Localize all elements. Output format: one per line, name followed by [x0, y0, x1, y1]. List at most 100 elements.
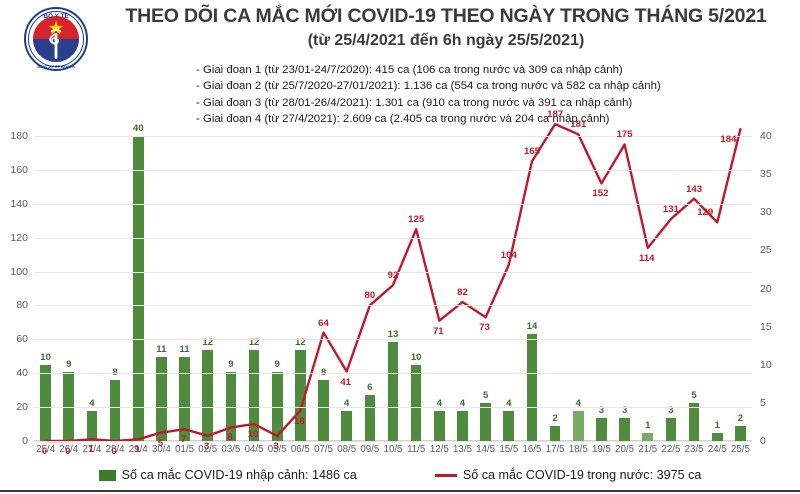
x-axis-label-28/4: 28/4 — [105, 444, 125, 455]
bar-value-10/5: 13 — [387, 328, 399, 340]
chart-plot-area: 1094840111112912912846131044541424331351… — [10, 109, 771, 457]
line-value-17/5: 187 — [547, 109, 564, 121]
bar-07/5 — [318, 380, 329, 441]
bar-17/5 — [549, 425, 561, 441]
x-axis-label-27/4: 27/4 — [82, 444, 102, 455]
y-axis-right-tick-35: 35 — [760, 168, 772, 181]
line-value-07/5: 64 — [318, 317, 329, 329]
x-axis-label-01/5: 01/5 — [175, 444, 194, 455]
domestic-cases-polyline — [44, 122, 742, 443]
x-axis-label-07/5: 07/5 — [314, 444, 333, 455]
x-axis-label-29/4: 29/4 — [128, 444, 148, 455]
line-value-15/5: 104 — [500, 249, 517, 261]
page-title: THEO DÕI CA MẮC MỚI COVID-19 THEO NGÀY T… — [125, 5, 767, 27]
x-axis-label-13/5: 13/5 — [453, 444, 472, 455]
gridline-160 — [34, 169, 752, 171]
x-axis-labels: 25/4 26/4 27/4 28/4 29/4 30/4 01/5 02/5 03/5 04/5… — [34, 444, 752, 460]
legend-green-swatch-icon — [98, 469, 116, 481]
legend-item-imported: Số ca mắc COVID-19 nhập cảnh: 1486 ca — [98, 468, 357, 482]
bar-value-21/5: 1 — [645, 420, 651, 432]
x-axis-label-25/4: 25/4 — [36, 444, 56, 455]
line-value-06/5: 18 — [294, 415, 305, 427]
line-value-05/5: 3 — [273, 440, 279, 452]
line-value-02/5: 3 — [204, 440, 210, 452]
y-axis-left-tick-40: 40 — [16, 367, 28, 380]
bar-value-24/5: 1 — [714, 420, 720, 432]
y-axis-left-tick-160: 160 — [10, 163, 28, 176]
line-value-25/5: 184 — [720, 134, 737, 146]
gridline-120 — [34, 237, 752, 239]
bar-25/5 — [735, 425, 746, 441]
line-value-21/5: 114 — [639, 252, 655, 264]
y-axis-left-tick-20: 20 — [16, 401, 28, 414]
page-subtitle: (từ 25/4/2021 đến 6h ngày 25/5/2021) — [307, 32, 585, 49]
bar-value-14/5: 5 — [482, 389, 489, 401]
x-axis-label-21/5: 21/5 — [638, 444, 658, 455]
x-axis-label-20/5: 20/5 — [615, 444, 635, 455]
line-value-26/4: 0 — [65, 446, 71, 457]
bar-20/5 — [619, 418, 630, 441]
gridline-140 — [34, 203, 752, 205]
line-value-27/4: 1 — [88, 444, 94, 456]
bar-15/5 — [503, 410, 515, 441]
bar-value-09/5: 6 — [367, 382, 373, 394]
y-axis-left-tick-60: 60 — [16, 333, 28, 346]
line-value-28/4: 0 — [111, 446, 117, 457]
x-axis-label-14/5: 14/5 — [476, 444, 496, 455]
bar-26/4 — [63, 372, 75, 441]
bar-08/5 — [341, 410, 352, 441]
line-value-23/5: 143 — [686, 183, 703, 195]
bar-value-12/5: 4 — [436, 397, 442, 409]
line-value-19/5: 152 — [592, 188, 609, 200]
bar-value-19/5: 3 — [598, 405, 605, 417]
bar-value-28/4: 8 — [112, 367, 117, 378]
bar-value-06/5: 12 — [295, 336, 306, 348]
footer-divider — [0, 490, 800, 492]
gridline-80 — [34, 305, 752, 307]
ministry-of-health-seal-icon: BỘ Y TẾ MINISTRY OF HEALTH — [24, 7, 88, 71]
bar-value-05/5: 9 — [274, 359, 280, 371]
bar-value-27/4: 4 — [89, 397, 95, 409]
bar-11/5 — [410, 364, 422, 441]
x-axis-label-25/5: 25/5 — [730, 444, 750, 455]
y-axis-left-tick-120: 120 — [10, 231, 28, 244]
bar-value-13/5: 4 — [459, 397, 466, 409]
x-axis-label-19/5: 19/5 — [592, 444, 611, 455]
line-value-16/5: 165 — [523, 146, 540, 158]
y-axis-right-tick-20: 20 — [760, 282, 772, 295]
x-axis-label-03/5: 03/5 — [221, 444, 241, 455]
x-axis-label-08/5: 08/5 — [337, 444, 357, 455]
bar-value-03/5: 9 — [228, 359, 234, 371]
bar-value-11/5: 10 — [410, 351, 422, 363]
line-value-09/5: 80 — [364, 290, 376, 302]
bar-value-29/4: 40 — [132, 123, 144, 134]
y-axis-left-tick-100: 100 — [10, 265, 28, 278]
phase-line-3: - Giai đoạn 3 (từ 28/01-26/4/2021): 1.30… — [196, 96, 633, 109]
bar-value-17/5: 2 — [552, 412, 558, 424]
x-axis-label-16/5: 16/5 — [522, 444, 542, 455]
line-value-24/5: 129 — [697, 207, 714, 219]
bar-27/4 — [86, 410, 98, 441]
x-axis-label-30/4: 30/4 — [151, 444, 171, 455]
bar-09/5 — [364, 395, 376, 441]
y-axis-left-tick-140: 140 — [10, 197, 28, 210]
x-axis-label-24/5: 24/5 — [707, 444, 727, 455]
x-axis-label-18/5: 18/5 — [568, 444, 588, 455]
x-axis-label-23/5: 23/5 — [684, 444, 704, 455]
bar-21/5 — [642, 433, 654, 441]
bar-12/5 — [433, 410, 445, 441]
bar-03/5 — [225, 372, 237, 441]
bar-value-15/5: 4 — [506, 397, 512, 409]
legend-item-domestic: Số ca mắc COVID-19 trong nước: 3975 ca — [434, 468, 701, 482]
bar-value-01/5: 11 — [179, 344, 190, 356]
legend-label-imported: Số ca mắc COVID-19 nhập cảnh: 1486 ca — [121, 468, 357, 482]
y-axis-right-tick-5: 5 — [760, 396, 766, 409]
y-axis-right-tick-30: 30 — [760, 206, 772, 219]
line-value-29/4: 1 — [134, 444, 140, 456]
bar-16/5 — [526, 334, 538, 441]
x-axis-label-06/5: 06/5 — [290, 444, 310, 455]
line-value-08/5: 41 — [340, 376, 352, 388]
gridline-40 — [34, 373, 752, 375]
bar-25/4 — [40, 364, 51, 441]
